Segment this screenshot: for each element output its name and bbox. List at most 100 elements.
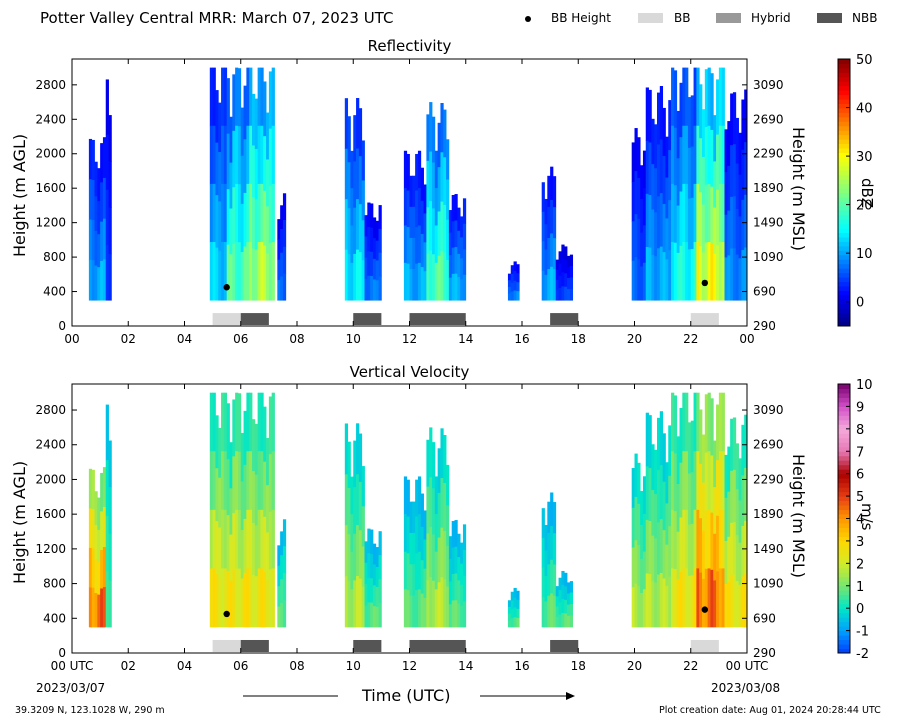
precip-cell <box>209 242 214 301</box>
legend-label-nbb: NBB <box>852 11 878 25</box>
precip-cell <box>710 243 714 301</box>
colorbar-strip <box>838 165 850 171</box>
precip-cell <box>226 78 230 135</box>
precip-cell <box>451 195 455 222</box>
x-tick-label: 02 <box>121 332 136 346</box>
colorbar-strip <box>838 67 850 73</box>
colorbar-tick-label: 0 <box>856 296 864 311</box>
precip-cell <box>232 243 236 301</box>
precip-cell <box>657 144 661 197</box>
precip-cell <box>735 117 739 164</box>
precip-cell <box>417 188 422 226</box>
precip-cell <box>378 205 382 230</box>
precip-cell <box>429 201 433 252</box>
precip-cell <box>640 198 644 234</box>
precip-cell <box>282 220 287 248</box>
precip-cell <box>462 198 467 225</box>
precip-cell <box>277 219 281 240</box>
precip-cell <box>642 225 647 264</box>
precip-cell <box>246 183 250 243</box>
precip-cell <box>215 195 219 249</box>
time-arrow-icon <box>243 692 575 700</box>
precip-cell <box>685 125 689 185</box>
precip-cell <box>88 219 93 261</box>
colorbar-strip <box>838 317 850 323</box>
precip-cell <box>266 206 270 254</box>
precip-cell <box>730 145 734 198</box>
precip-cell <box>235 67 239 127</box>
precip-cell <box>713 115 717 162</box>
precip-cell <box>263 245 267 301</box>
precip-cell <box>744 142 748 196</box>
precip-cell <box>671 183 675 243</box>
legend-swatch-bb <box>638 13 663 23</box>
x-tick-label: 06 <box>233 332 248 346</box>
precip-cell <box>367 226 371 252</box>
precip-cell <box>648 195 652 248</box>
precip-cell <box>552 269 557 301</box>
precip-cell <box>364 236 368 259</box>
precip-cell <box>654 124 658 169</box>
colorbar-strip <box>838 290 850 296</box>
precip-cell <box>676 158 680 206</box>
precip-cell <box>716 79 720 135</box>
precip-cell <box>645 246 649 301</box>
precip-cell <box>676 110 680 159</box>
precip-cell <box>645 140 649 195</box>
precip-cell <box>423 213 427 243</box>
precip-cell <box>260 242 264 301</box>
precip-cell <box>724 214 728 258</box>
precip-cell <box>569 266 574 278</box>
precip-cell <box>552 207 557 239</box>
precip-cell <box>699 84 703 139</box>
precip-cell <box>640 266 644 301</box>
precip-cell <box>662 155 666 205</box>
precip-cell <box>682 125 686 185</box>
colorbar-strip <box>838 134 850 140</box>
precip-cell <box>375 240 379 261</box>
precip-cell <box>417 225 422 264</box>
precip-cell <box>237 184 242 243</box>
precip-cell <box>682 183 686 243</box>
precip-cell <box>668 200 672 251</box>
precip-cell <box>673 242 678 301</box>
precip-cell <box>347 162 351 209</box>
precip-cell <box>657 196 661 249</box>
precip-cell <box>654 168 658 213</box>
precip-cell <box>451 247 455 275</box>
precip-cell <box>378 252 382 277</box>
colorbar-strip <box>838 183 850 189</box>
precip-cell <box>240 155 244 205</box>
precip-cell <box>541 241 545 272</box>
precip-cell <box>555 259 559 271</box>
precip-cell <box>713 253 717 301</box>
precip-cell <box>679 137 683 192</box>
precip-cell <box>440 152 444 202</box>
precip-cell <box>249 67 253 127</box>
legend-swatch-nbb <box>817 13 842 23</box>
precip-cell <box>246 125 250 185</box>
precip-cell <box>271 183 275 243</box>
colorbar-strip <box>838 214 850 220</box>
precip-cell <box>730 248 734 301</box>
precip-cell <box>358 108 363 157</box>
precip-cell <box>569 254 574 267</box>
precip-cell <box>426 114 430 162</box>
precip-cell <box>97 267 101 301</box>
colorbar-tick-label: 30 <box>856 150 873 165</box>
precip-cell <box>648 142 652 196</box>
precip-cell <box>713 161 717 209</box>
precip-cell <box>88 138 93 180</box>
precip-cell <box>642 187 647 226</box>
precip-cell <box>344 249 349 301</box>
precip-cell <box>260 125 264 185</box>
precip-cell <box>440 250 444 301</box>
precip-cell <box>406 190 410 228</box>
colorbar-strip <box>838 321 850 327</box>
precip-cell <box>350 188 354 226</box>
precip-cell <box>372 279 377 301</box>
precip-cell <box>226 244 230 301</box>
precip-cell <box>423 184 427 214</box>
precip-cell <box>690 197 694 250</box>
colorbar-tick-label: 20 <box>856 199 873 214</box>
